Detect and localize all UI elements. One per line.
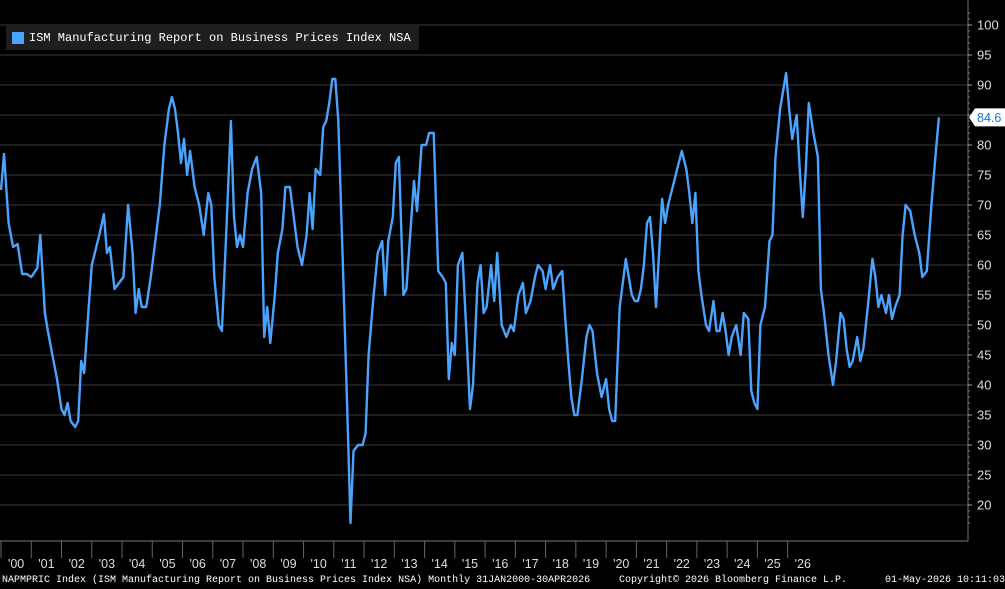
legend-label: ISM Manufacturing Report on Business Pri… [29, 31, 411, 45]
y-tick-label: 90 [977, 78, 991, 93]
last-value-tag [969, 108, 1005, 127]
x-tick-label: '17 [522, 557, 538, 571]
x-tick-label: '11 [341, 557, 356, 571]
y-tick-label: 40 [977, 378, 991, 393]
x-tick-label: '03 [99, 557, 115, 571]
x-tick-label: '19 [583, 557, 599, 571]
y-tick-label: 35 [977, 408, 991, 423]
y-tick-label: 80 [977, 138, 991, 153]
x-tick-label: '06 [190, 557, 206, 571]
x-tick-label: '00 [8, 557, 24, 571]
footer-source: NAPMPRIC Index (ISM Manufacturing Report… [2, 575, 591, 586]
x-tick-label: '18 [553, 557, 569, 571]
y-tick-label: 100 [977, 18, 999, 33]
x-tick-label: '14 [432, 557, 448, 571]
x-tick-label: '07 [220, 557, 236, 571]
footer-timestamp: 01-May-2026 10:11:03 [885, 575, 1005, 586]
x-tick-label: '25 [764, 557, 780, 571]
x-tick-label: '21 [643, 557, 659, 571]
last-value-label: 84.6 [977, 111, 1001, 125]
x-tick-label: '16 [492, 557, 508, 571]
x-tick-label: '20 [613, 557, 629, 571]
y-tick-label: 50 [977, 318, 991, 333]
y-tick-label: 65 [977, 228, 991, 243]
x-tick-label: '08 [250, 557, 266, 571]
x-tick-label: '12 [371, 557, 387, 571]
legend-swatch [12, 32, 24, 44]
y-tick-label: 45 [977, 348, 991, 363]
y-tick-label: 30 [977, 438, 991, 453]
y-tick-label: 20 [977, 498, 991, 513]
y-tick-label: 25 [977, 468, 991, 483]
x-tick-label: '15 [462, 557, 478, 571]
x-tick-label: '23 [704, 557, 720, 571]
grid-lines [0, 24, 968, 506]
series-line [0, 71, 941, 525]
y-tick-label: 60 [977, 258, 991, 273]
x-tick-label: '05 [159, 557, 175, 571]
x-tick-label: '22 [674, 557, 690, 571]
x-tick-label: '26 [795, 557, 811, 571]
y-tick-label: 70 [977, 198, 991, 213]
y-axis: 20253035404550556065707580859095100 [967, 0, 999, 541]
x-tick-label: '24 [734, 557, 750, 571]
x-tick-label: '02 [68, 557, 84, 571]
x-tick-label: '04 [129, 557, 145, 571]
x-axis: '00 '01 '02 '03 '04 '05 '06 '07 '08 '09 '10 '11 '12 '… [0, 540, 968, 571]
y-tick-label: 75 [977, 168, 991, 183]
x-tick-label: '13 [401, 557, 417, 571]
y-tick-label: 95 [977, 48, 991, 63]
x-tick-label: '10 [311, 557, 327, 571]
last-value-marker: 84.6 [969, 108, 1005, 127]
y-tick-label: 55 [977, 288, 991, 303]
footer-copyright: Copyright© 2026 Bloomberg Finance L.P. [619, 575, 848, 586]
x-tick-label: '01 [38, 557, 54, 571]
legend: ISM Manufacturing Report on Business Pri… [6, 26, 419, 50]
x-tick-label: '09 [280, 557, 296, 571]
